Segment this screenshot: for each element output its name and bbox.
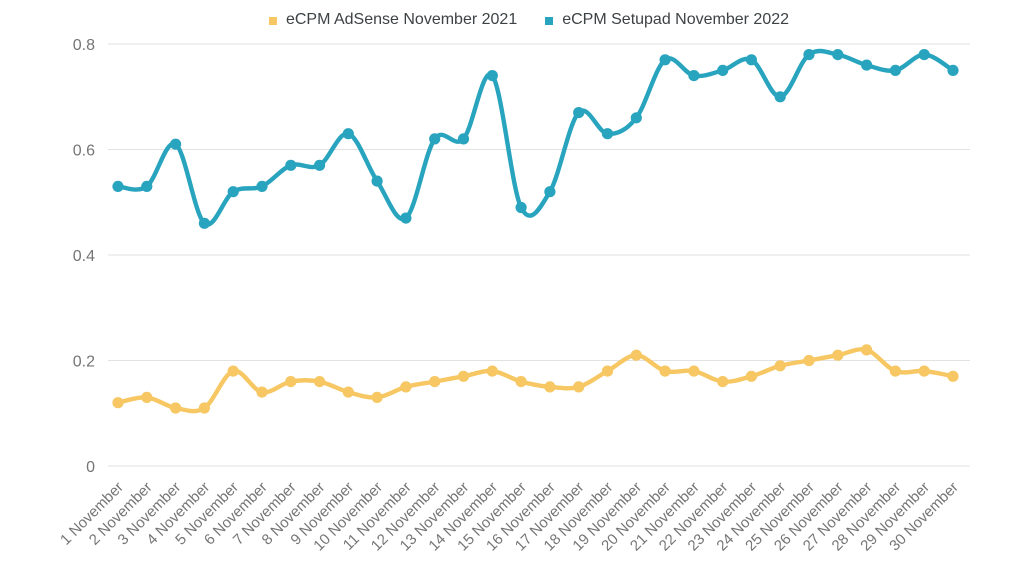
data-point-setupad-2022-29-november[interactable] <box>918 49 930 61</box>
series-line-setupad-2022 <box>115 48 956 227</box>
data-point-adsense-2021-30-november[interactable] <box>947 370 959 382</box>
data-point-adsense-2021-5-november[interactable] <box>227 365 239 377</box>
data-point-setupad-2022-8-november[interactable] <box>314 159 326 171</box>
data-point-setupad-2022-11-november[interactable] <box>400 212 412 224</box>
data-point-setupad-2022-10-november[interactable] <box>371 175 383 187</box>
data-point-setupad-2022-12-november[interactable] <box>429 133 441 145</box>
data-point-setupad-2022-20-november[interactable] <box>659 54 671 66</box>
data-point-setupad-2022-25-november[interactable] <box>803 49 815 61</box>
data-point-setupad-2022-16-november[interactable] <box>544 186 556 198</box>
data-point-adsense-2021-29-november[interactable] <box>918 365 930 377</box>
data-point-adsense-2021-9-november[interactable] <box>342 386 354 398</box>
data-point-adsense-2021-26-november[interactable] <box>832 349 844 361</box>
data-point-adsense-2021-24-november[interactable] <box>774 360 786 372</box>
data-point-setupad-2022-23-november[interactable] <box>745 54 758 66</box>
data-point-setupad-2022-22-november[interactable] <box>717 64 729 76</box>
data-point-setupad-2022-28-november[interactable] <box>889 64 902 76</box>
data-point-adsense-2021-17-november[interactable] <box>573 381 585 393</box>
data-point-setupad-2022-26-november[interactable] <box>832 49 844 61</box>
data-point-adsense-2021-4-november[interactable] <box>198 402 210 414</box>
y-axis-tick-label: 0.8 <box>73 37 95 54</box>
data-point-setupad-2022-27-november[interactable] <box>861 59 873 71</box>
data-point-adsense-2021-15-november[interactable] <box>515 376 527 388</box>
data-point-adsense-2021-16-november[interactable] <box>544 381 556 393</box>
data-point-setupad-2022-15-november[interactable] <box>515 201 527 214</box>
y-axis-tick-label: 0.4 <box>73 248 95 265</box>
data-point-adsense-2021-28-november[interactable] <box>889 365 902 377</box>
data-point-adsense-2021-11-november[interactable] <box>400 381 412 393</box>
data-point-setupad-2022-18-november[interactable] <box>601 128 614 140</box>
data-point-adsense-2021-7-november[interactable] <box>285 376 297 388</box>
data-point-adsense-2021-21-november[interactable] <box>688 365 700 377</box>
data-point-adsense-2021-10-november[interactable] <box>371 391 383 403</box>
legend-swatch-adsense-icon <box>268 16 277 25</box>
data-point-adsense-2021-22-november[interactable] <box>717 376 729 388</box>
data-point-setupad-2022-2-november[interactable] <box>141 180 153 192</box>
data-point-setupad-2022-14-november[interactable] <box>486 70 498 82</box>
data-point-adsense-2021-18-november[interactable] <box>601 365 614 377</box>
data-point-setupad-2022-19-november[interactable] <box>630 112 642 124</box>
data-point-adsense-2021-27-november[interactable] <box>861 344 873 356</box>
data-point-setupad-2022-17-november[interactable] <box>573 107 585 119</box>
data-point-setupad-2022-21-november[interactable] <box>688 70 700 82</box>
legend-item-adsense-2021[interactable]: eCPM AdSense November 2021 <box>268 11 518 29</box>
data-point-adsense-2021-6-november[interactable] <box>256 386 268 398</box>
data-point-setupad-2022-1-november[interactable] <box>112 180 124 192</box>
y-axis-tick-label: 0.6 <box>73 143 95 160</box>
data-point-adsense-2021-19-november[interactable] <box>630 349 642 361</box>
legend-item-setupad-2022[interactable]: eCPM Setupad November 2022 <box>545 11 789 29</box>
data-point-adsense-2021-13-november[interactable] <box>457 370 470 382</box>
data-point-setupad-2022-7-november[interactable] <box>285 159 297 171</box>
data-point-adsense-2021-1-november[interactable] <box>112 397 124 409</box>
series-line-adsense-2021 <box>115 347 956 414</box>
data-point-setupad-2022-4-november[interactable] <box>198 217 210 229</box>
data-point-adsense-2021-14-november[interactable] <box>486 365 498 377</box>
data-point-adsense-2021-12-november[interactable] <box>429 376 441 388</box>
legend-swatch-setupad-icon <box>545 16 554 25</box>
data-point-adsense-2021-23-november[interactable] <box>745 370 758 382</box>
data-point-adsense-2021-3-november[interactable] <box>170 402 182 414</box>
chart-legend: eCPM AdSense November 2021 eCPM Setupad … <box>0 11 1024 29</box>
y-axis-tick-label: 0 <box>86 459 95 476</box>
data-point-adsense-2021-20-november[interactable] <box>659 365 671 377</box>
data-point-setupad-2022-9-november[interactable] <box>342 128 354 140</box>
data-point-setupad-2022-30-november[interactable] <box>947 64 959 76</box>
data-point-adsense-2021-25-november[interactable] <box>803 354 815 367</box>
legend-label-setupad-2022: eCPM Setupad November 2022 <box>562 11 790 28</box>
data-point-adsense-2021-2-november[interactable] <box>141 391 153 403</box>
y-axis-tick-label: 0.2 <box>73 354 95 371</box>
legend-label-adsense-2021: eCPM AdSense November 2021 <box>285 11 518 28</box>
data-point-setupad-2022-6-november[interactable] <box>256 180 268 192</box>
data-point-setupad-2022-3-november[interactable] <box>170 138 182 150</box>
data-point-setupad-2022-13-november[interactable] <box>457 133 470 145</box>
data-point-setupad-2022-5-november[interactable] <box>227 186 239 198</box>
data-point-adsense-2021-8-november[interactable] <box>314 376 326 388</box>
data-point-setupad-2022-24-november[interactable] <box>774 91 786 103</box>
